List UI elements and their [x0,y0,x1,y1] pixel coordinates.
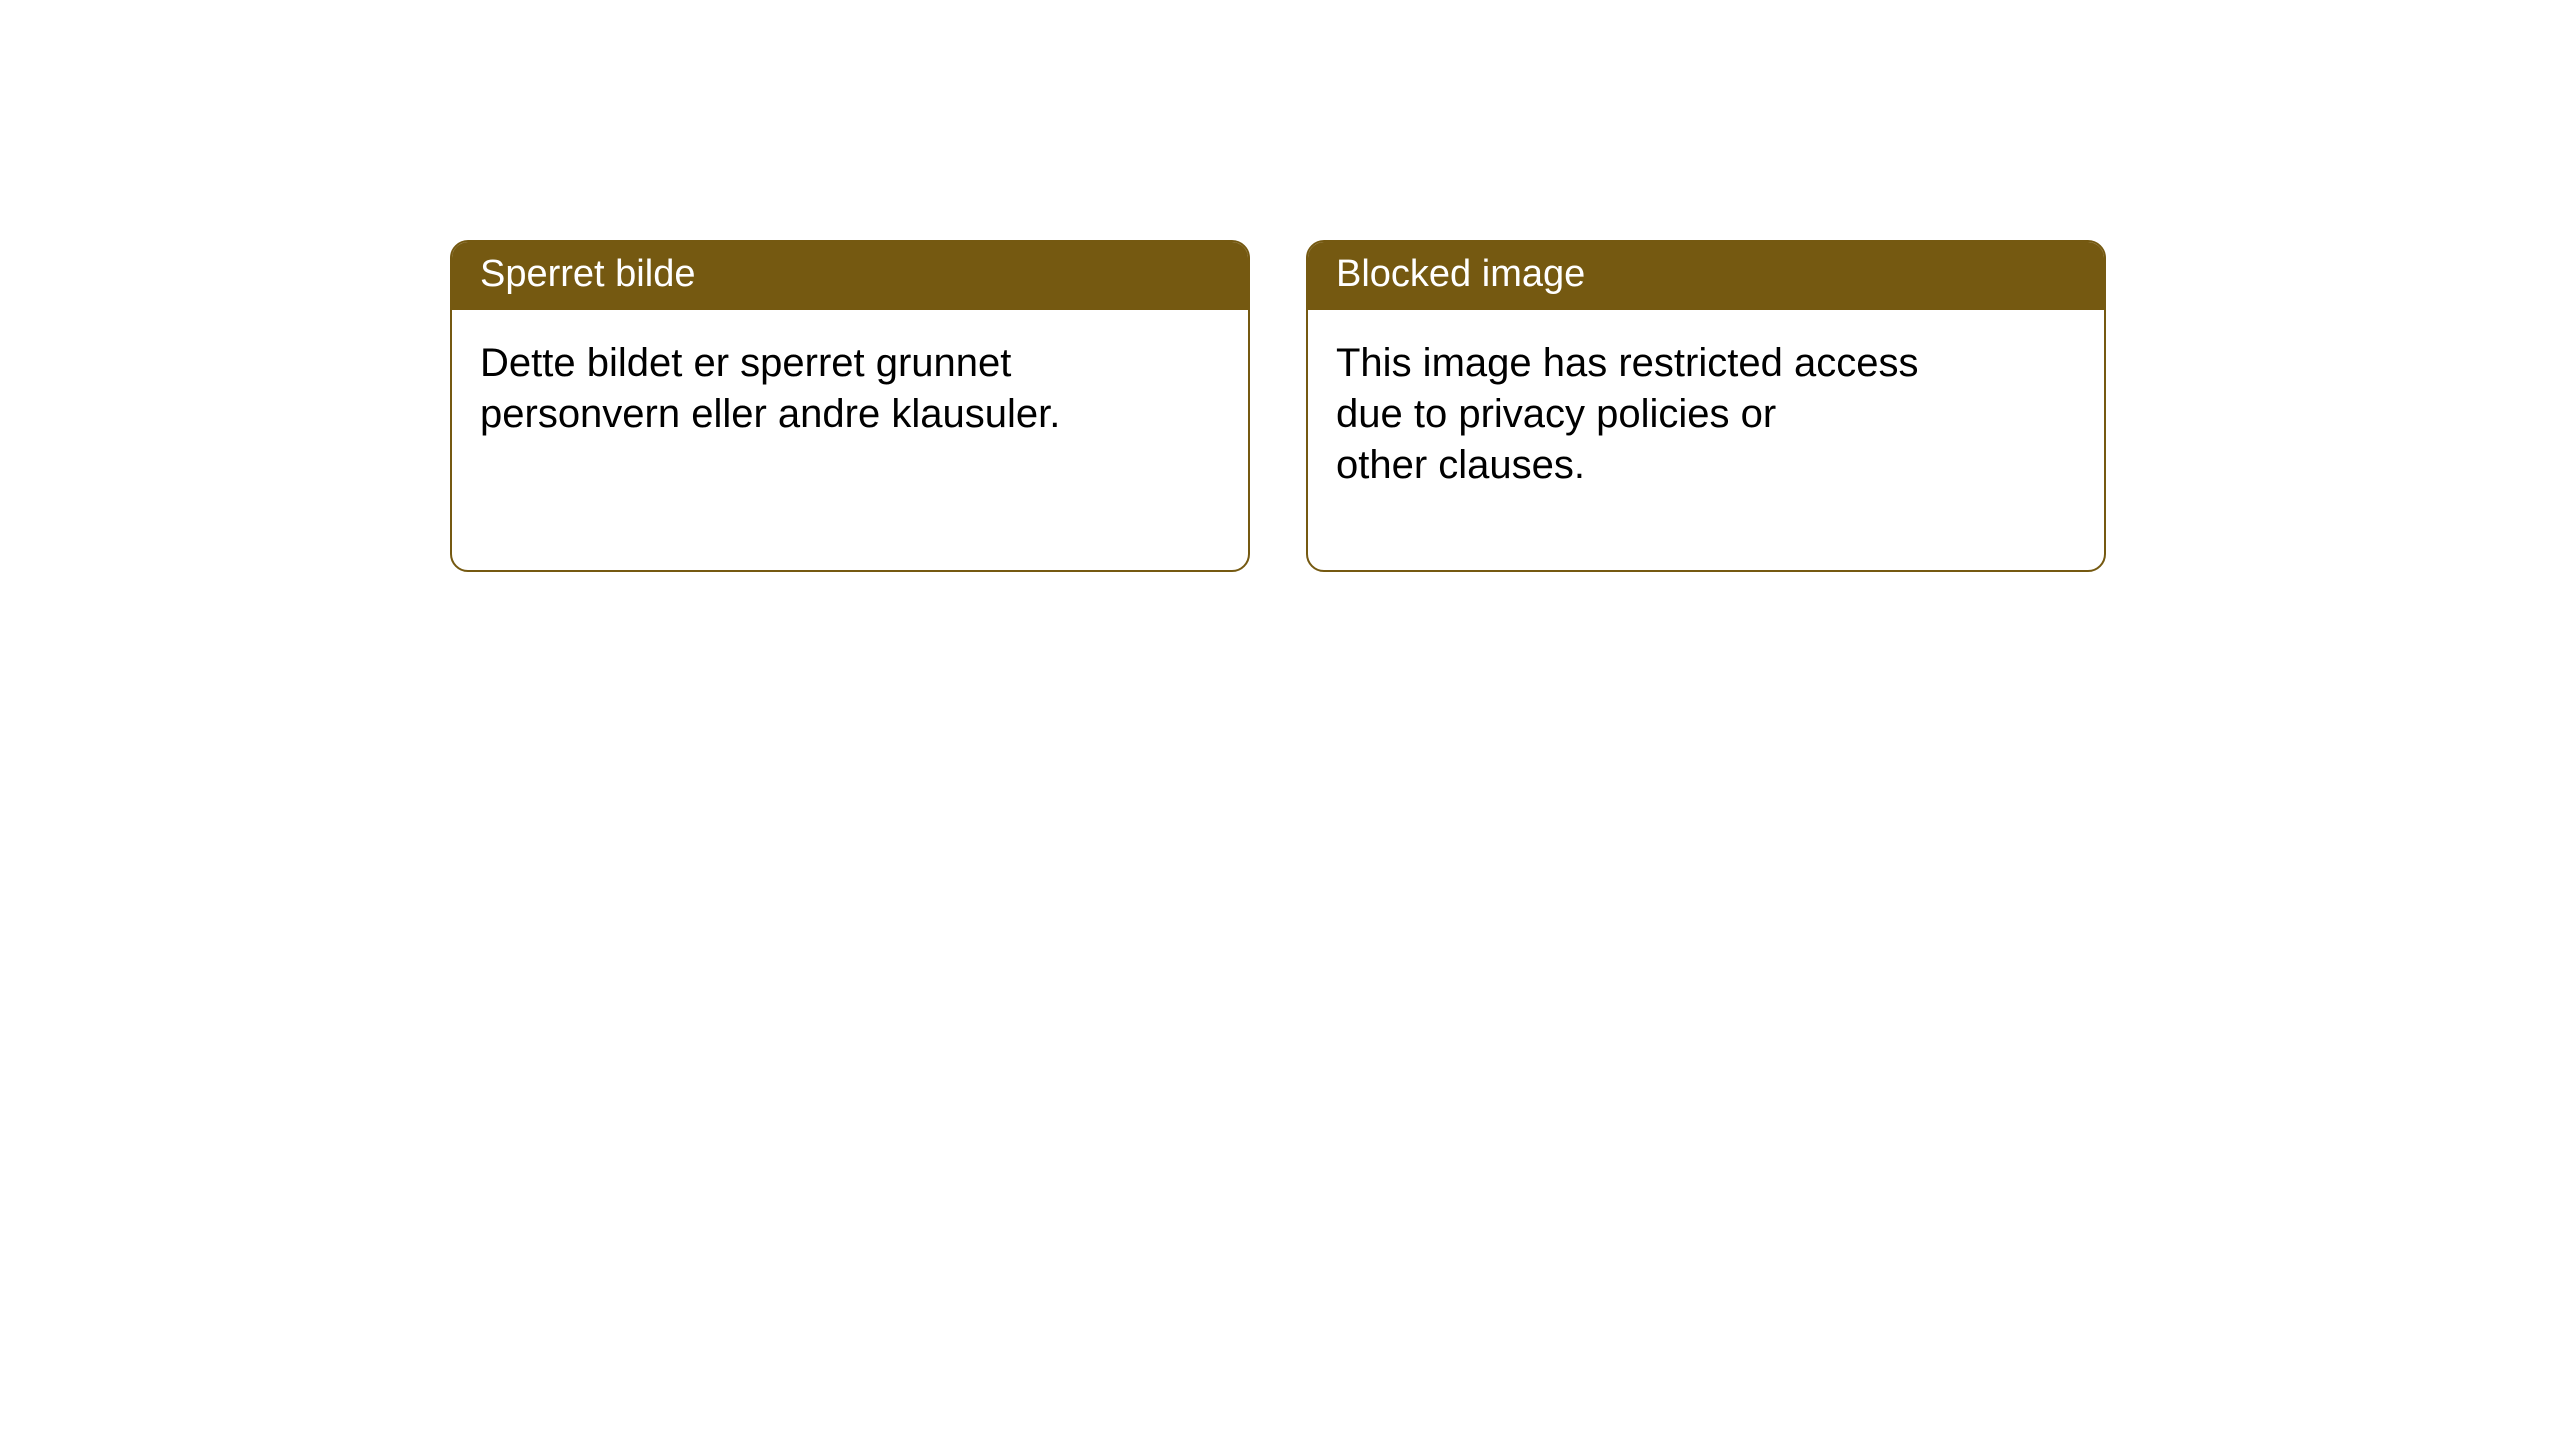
notice-title-en: Blocked image [1308,242,2104,310]
notice-card-no: Sperret bilde Dette bildet er sperret gr… [450,240,1250,572]
notice-body-no: Dette bildet er sperret grunnet personve… [452,310,1248,440]
notice-container: Sperret bilde Dette bildet er sperret gr… [0,0,2560,572]
notice-body-en: This image has restricted access due to … [1308,310,2104,492]
notice-title-no: Sperret bilde [452,242,1248,310]
notice-card-en: Blocked image This image has restricted … [1306,240,2106,572]
